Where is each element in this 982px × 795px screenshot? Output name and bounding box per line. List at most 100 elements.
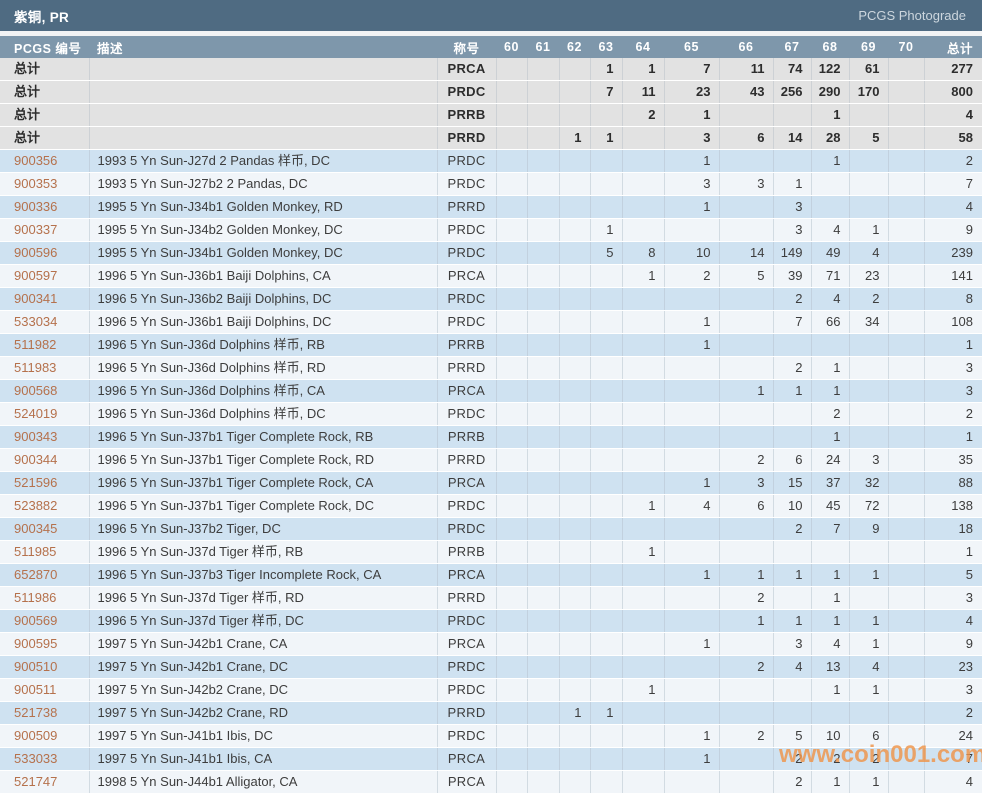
grade-61-cell — [527, 126, 560, 150]
grade-64-cell — [622, 149, 665, 173]
pcgs-number-cell[interactable]: 900595 — [0, 632, 90, 656]
pcgs-number-cell[interactable]: 511985 — [0, 540, 90, 564]
grade-67-cell — [773, 540, 812, 564]
grade-68-cell: 1 — [811, 678, 850, 702]
grade-65-cell: 2 — [664, 264, 720, 288]
pcgs-number-cell: 总计 — [0, 58, 90, 81]
grade-67-cell: 1 — [773, 609, 812, 633]
table-row: 900343 1996 5 Yn Sun-J37b1 Tiger Complete… — [0, 425, 982, 449]
description-cell — [89, 58, 438, 81]
pcgs-number-cell: 总计 — [0, 80, 90, 104]
grade-64-cell — [622, 425, 665, 449]
grade-66-cell — [719, 402, 774, 426]
pcgs-number-cell[interactable]: 523882 — [0, 494, 90, 518]
total-cell: 2 — [924, 149, 982, 173]
grade-62-cell — [559, 609, 591, 633]
pcgs-number-cell[interactable]: 900343 — [0, 425, 90, 449]
pcgs-number-cell[interactable]: 900597 — [0, 264, 90, 288]
pcgs-number-cell[interactable]: 900345 — [0, 517, 90, 541]
grade-69-cell: 3 — [849, 448, 889, 472]
grade-64-cell — [622, 379, 665, 403]
pcgs-number-cell[interactable]: 900337 — [0, 218, 90, 242]
grade-70-cell — [888, 563, 925, 587]
grade-70-cell — [888, 333, 925, 357]
grade-67-cell — [773, 333, 812, 357]
total-cell: 18 — [924, 517, 982, 541]
pcgs-number-cell[interactable]: 900568 — [0, 379, 90, 403]
grade-67-cell: 2 — [773, 517, 812, 541]
pcgs-number-cell[interactable]: 900344 — [0, 448, 90, 472]
pcgs-number-cell[interactable]: 521738 — [0, 701, 90, 725]
grade-69-cell — [849, 333, 889, 357]
column-header-description: 描述 — [89, 36, 437, 58]
grade-61-cell — [527, 379, 560, 403]
pcgs-number-cell[interactable]: 521596 — [0, 471, 90, 495]
designation-cell: PRRB — [437, 333, 497, 357]
grade-69-cell: 1 — [849, 678, 889, 702]
pcgs-number-cell[interactable]: 900341 — [0, 287, 90, 311]
grade-67-cell: 2 — [773, 747, 812, 771]
pcgs-number-cell[interactable]: 900596 — [0, 241, 90, 265]
table-row: 521747 1998 5 Yn Sun-J44b1 Alligator, CA P… — [0, 770, 982, 794]
grade-65-cell — [664, 448, 720, 472]
grade-69-cell — [849, 586, 889, 610]
description-cell: 1997 5 Yn Sun-J41b1 Ibis, CA — [89, 747, 438, 771]
grade-61-cell — [527, 172, 560, 196]
grade-68-cell: 1 — [811, 770, 850, 794]
description-cell: 1996 5 Yn Sun-J37b1 Tiger Complete Rock,… — [89, 471, 438, 495]
pcgs-number-cell[interactable]: 511982 — [0, 333, 90, 357]
pcgs-number-cell[interactable]: 900569 — [0, 609, 90, 633]
pcgs-number-cell[interactable]: 900356 — [0, 149, 90, 173]
photograde-link[interactable]: PCGS Photograde — [858, 8, 966, 23]
grade-67-cell: 14 — [773, 126, 812, 150]
grade-61-cell — [527, 80, 560, 104]
pcgs-number-cell[interactable]: 511983 — [0, 356, 90, 380]
grade-61-cell — [527, 195, 560, 219]
grade-64-cell: 1 — [622, 494, 665, 518]
pcgs-number-cell[interactable]: 652870 — [0, 563, 90, 587]
pcgs-number-cell[interactable]: 533034 — [0, 310, 90, 334]
description-cell: 1997 5 Yn Sun-J42b2 Crane, RD — [89, 701, 438, 725]
pcgs-number-cell[interactable]: 900353 — [0, 172, 90, 196]
grade-63-cell — [590, 333, 623, 357]
grade-68-cell: 71 — [811, 264, 850, 288]
grade-65-cell: 1 — [664, 747, 720, 771]
table-row: 900341 1996 5 Yn Sun-J36b2 Baiji Dolphins… — [0, 287, 982, 311]
grade-61-cell — [527, 471, 560, 495]
grade-66-cell — [719, 287, 774, 311]
pcgs-number-cell[interactable]: 900509 — [0, 724, 90, 748]
grade-64-cell — [622, 747, 665, 771]
grade-60-cell — [496, 494, 528, 518]
column-header-total: 总计 — [924, 36, 982, 58]
grade-62-cell: 1 — [559, 701, 591, 725]
grade-63-cell — [590, 563, 623, 587]
grade-70-cell — [888, 218, 925, 242]
total-cell: 58 — [924, 126, 982, 150]
grade-70-cell — [888, 517, 925, 541]
description-cell: 1996 5 Yn Sun-J36d Dolphins 样币, RB — [89, 333, 438, 357]
grade-69-cell: 1 — [849, 218, 889, 242]
grade-68-cell: 2 — [811, 747, 850, 771]
grade-63-cell: 1 — [590, 126, 623, 150]
grade-60-cell — [496, 724, 528, 748]
table-row: 900569 1996 5 Yn Sun-J37d Tiger 样币, DC PRD… — [0, 609, 982, 633]
grade-66-cell: 14 — [719, 241, 774, 265]
grade-67-cell: 2 — [773, 770, 812, 794]
designation-cell: PRDC — [437, 287, 497, 311]
grade-65-cell — [664, 701, 720, 725]
pcgs-number-cell[interactable]: 533033 — [0, 747, 90, 771]
grade-62-cell — [559, 402, 591, 426]
grade-64-cell — [622, 701, 665, 725]
grade-63-cell — [590, 379, 623, 403]
grade-60-cell — [496, 586, 528, 610]
pcgs-number-cell[interactable]: 524019 — [0, 402, 90, 426]
description-cell: 1997 5 Yn Sun-J42b2 Crane, DC — [89, 678, 438, 702]
pcgs-number-cell[interactable]: 900511 — [0, 678, 90, 702]
pcgs-number-cell[interactable]: 521747 — [0, 770, 90, 794]
total-cell: 1 — [924, 540, 982, 564]
grade-62-cell — [559, 58, 591, 81]
designation-cell: PRRD — [437, 126, 497, 150]
pcgs-number-cell[interactable]: 511986 — [0, 586, 90, 610]
pcgs-number-cell[interactable]: 900510 — [0, 655, 90, 679]
pcgs-number-cell[interactable]: 900336 — [0, 195, 90, 219]
